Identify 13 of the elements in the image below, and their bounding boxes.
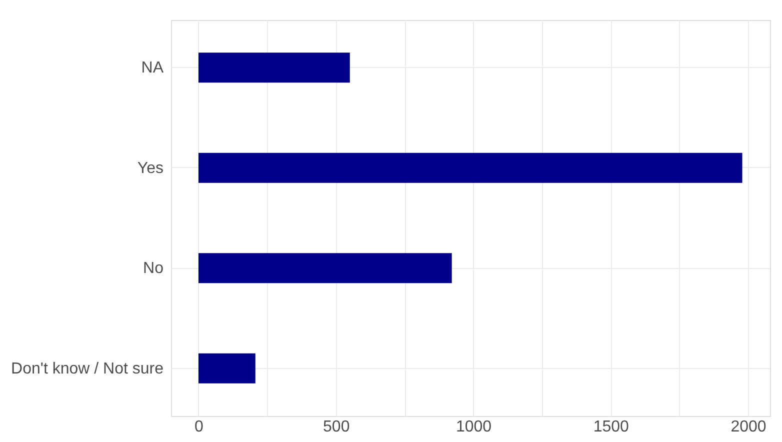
x-tick-label: 500 bbox=[323, 418, 350, 436]
bar bbox=[198, 253, 452, 284]
bar bbox=[198, 52, 350, 83]
y-tick-label: Don't know / Not sure bbox=[11, 360, 164, 378]
bar bbox=[198, 353, 256, 384]
x-tick-label: 2000 bbox=[730, 418, 766, 436]
x-tick-label: 1000 bbox=[456, 418, 492, 436]
y-tick-label: Yes bbox=[137, 160, 164, 177]
x-tick-label: 1500 bbox=[593, 418, 630, 436]
bar bbox=[198, 152, 742, 183]
x-tick-label: 0 bbox=[194, 418, 204, 436]
y-tick-label: No bbox=[143, 260, 164, 278]
y-tick-label: NA bbox=[141, 60, 164, 77]
